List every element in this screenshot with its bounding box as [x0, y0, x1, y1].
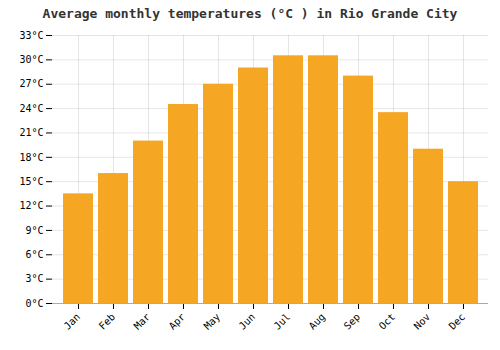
svg-text:12°C: 12°C [19, 200, 43, 211]
svg-text:33°C: 33°C [19, 30, 43, 41]
svg-text:3°C: 3°C [25, 273, 43, 284]
svg-text:Jan: Jan [62, 311, 83, 332]
svg-text:24°C: 24°C [19, 103, 43, 114]
html-text:Average monthly temperatures (: Average monthly temperatures (°C ) in Ri… [42, 6, 458, 21]
svg-text:0°C: 0°C [25, 298, 43, 309]
svg-text:Apr: Apr [167, 311, 188, 332]
svg-text:Aug: Aug [307, 311, 328, 332]
svg-text:Dec: Dec [447, 311, 468, 332]
svg-text:30°C: 30°C [19, 54, 43, 65]
svg-text:9°C: 9°C [25, 225, 43, 236]
svg-text:Jun: Jun [237, 311, 258, 332]
svg-text:Oct: Oct [377, 311, 398, 332]
svg-text:Jul: Jul [272, 311, 293, 332]
svg-text:6°C: 6°C [25, 249, 43, 260]
svg-text:Feb: Feb [97, 311, 118, 332]
svg-text:15°C: 15°C [19, 176, 43, 187]
svg-text:Sep: Sep [342, 311, 363, 332]
svg-text:Mar: Mar [132, 311, 153, 332]
svg-text:18°C: 18°C [19, 152, 43, 163]
svg-text:21°C: 21°C [19, 127, 43, 138]
svg-text:27°C: 27°C [19, 78, 43, 89]
svg-text:May: May [202, 311, 223, 332]
svg-text:Nov: Nov [412, 311, 433, 332]
